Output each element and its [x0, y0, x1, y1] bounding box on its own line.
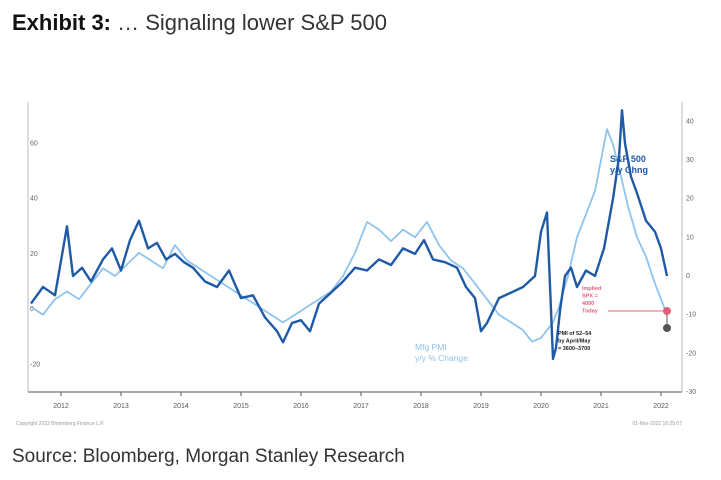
right-tick-label: 40 [686, 118, 694, 125]
pmi-target-annotation: = 3600–3700 [558, 346, 590, 352]
pmi-target-marker [663, 324, 671, 332]
left-tick-label: 0 [30, 306, 34, 313]
pmi-series-line [30, 128, 668, 343]
right-tick-label: 30 [686, 157, 694, 164]
exhibit-label: Exhibit 3: [12, 10, 112, 35]
left-tick-label: 60 [30, 140, 38, 147]
x-tick-label: 2022 [653, 403, 669, 410]
x-tick-label: 2019 [473, 403, 489, 410]
line-chart: 2012 2013 2014 2015 2016 2017 2018 2019 2020 2021… [10, 92, 700, 432]
x-tick-label: 2012 [53, 403, 69, 410]
left-tick-label: -20 [30, 361, 40, 368]
chart-area: 2012 2013 2014 2015 2016 2017 2018 2019 2020 2021… [10, 92, 700, 432]
pmi-series-label: Mfg PMI [415, 342, 447, 352]
timestamp-text: 01-Mar-2022 16:25:07 [633, 421, 683, 427]
right-tick-label: 10 [686, 234, 694, 241]
right-axis-ticks: 40 30 20 10 0 -10 -20 -30 [686, 118, 696, 396]
x-tick-label: 2014 [173, 403, 189, 410]
sp500-series-label: S&P 500 [610, 154, 646, 164]
x-tick-label: 2018 [413, 403, 429, 410]
x-axis-ticks: 2012 2013 2014 2015 2016 2017 2018 2019 2020 2021… [53, 392, 669, 410]
x-tick-label: 2017 [353, 403, 369, 410]
left-tick-label: 20 [30, 251, 38, 258]
x-tick-label: 2015 [233, 403, 249, 410]
implied-spx-annotation: 4000 [582, 301, 594, 307]
sp500-series-line [30, 109, 669, 361]
x-tick-label: 2016 [293, 403, 309, 410]
chart-background [10, 92, 700, 432]
pmi-target-annotation: PMI of 52–54 [558, 331, 592, 337]
right-tick-label: -10 [686, 312, 696, 319]
pmi-target-annotation: by April/May [558, 339, 591, 345]
left-axis-ticks: 60 40 20 0 -20 [30, 140, 40, 368]
series-lines [30, 109, 669, 361]
x-tick-label: 2020 [533, 403, 549, 410]
right-tick-label: -30 [686, 389, 696, 396]
left-tick-label: 40 [30, 196, 38, 203]
exhibit-title: Exhibit 3: … Signaling lower S&P 500 [12, 10, 387, 36]
x-tick-label: 2013 [113, 403, 129, 410]
annotations: Implied SPX =4000 Today PMI of 52–54 by Apri… [558, 286, 671, 352]
pmi-series-label: y/y % Change [415, 353, 468, 363]
right-tick-label: 20 [686, 196, 694, 203]
implied-spx-annotation: Today [582, 309, 599, 315]
implied-spx-marker [663, 307, 671, 315]
source-note: Source: Bloomberg, Morgan Stanley Resear… [12, 446, 405, 467]
copyright-text: Copyright 2022 Bloomberg Finance L.P. [16, 421, 104, 427]
right-tick-label: 0 [686, 273, 690, 280]
implied-spx-annotation: Implied [582, 286, 601, 292]
exhibit-subtitle: … Signaling lower S&P 500 [111, 10, 387, 35]
implied-spx-annotation: SPX = [582, 294, 598, 300]
x-tick-label: 2021 [593, 403, 609, 410]
right-tick-label: -20 [686, 350, 696, 357]
sp500-series-label: y/y Chng [610, 165, 648, 175]
